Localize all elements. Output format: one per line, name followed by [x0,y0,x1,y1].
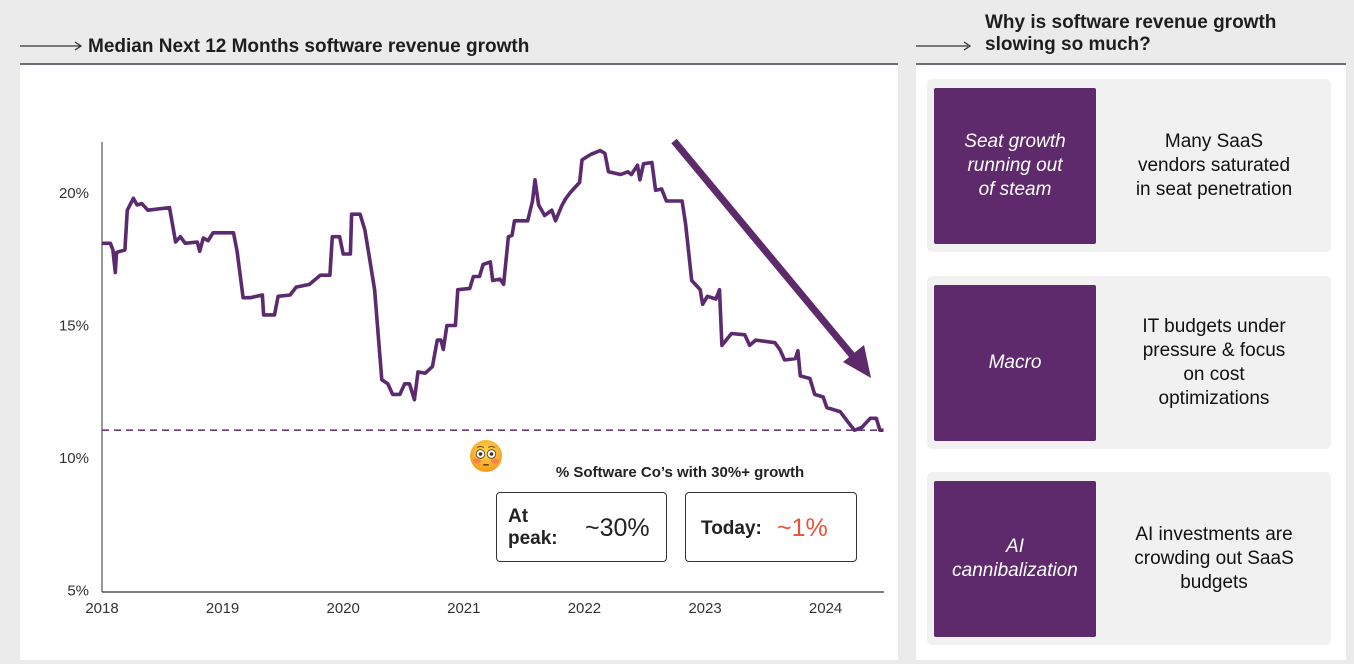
peak-label-line: At [508,506,529,527]
reason-description-line: on cost [1183,363,1245,385]
chart-header: Median Next 12 Months software revenue g… [88,36,530,57]
reason-description: AI investments are crowding out SaaS budge… [1107,472,1321,645]
reason-description-line: AI investments are [1135,523,1293,545]
x-tick-label: 2021 [447,600,480,617]
trend-arrow-icon [671,138,871,378]
reason-tag: AI cannibalization [934,481,1096,637]
today-label: Today: [701,518,762,539]
peak-label-line: peak: [508,528,558,549]
line-chart: 5% 10% 15% 20% 2018 2019 2020 2021 2022 2023 2024 [59,138,884,617]
x-tick-label: 2018 [85,600,118,617]
peak-value: ~30% [585,514,650,542]
y-tick-label: 5% [67,583,89,600]
reason-description-line: budgets [1180,571,1248,593]
reason-description: Many SaaS vendors saturated in seat penetr… [1107,79,1321,252]
reasons-header: Why is software revenue growth slowing s… [985,12,1276,56]
peak-label: At peak: [508,506,558,550]
peak-stat-box: At peak: ~30% [496,492,667,562]
reason-card: Macro IT budgets under pressure & focus on … [927,276,1331,449]
reason-tag-line: AI [1006,536,1024,557]
callout-title: % Software Co’s with 30%+ growth [555,464,805,481]
reason-tag: Macro [934,285,1096,441]
today-value: ~1% [777,514,828,542]
reason-description-line: in seat penetration [1135,178,1293,200]
reason-card: AI cannibalization AI investments are crowd… [927,472,1331,645]
reason-tag-line: running out [967,155,1063,176]
x-tick-label: 2024 [809,600,842,617]
reasons-header-line: Why is software revenue growth [985,12,1277,33]
reason-tag-line: cannibalization [952,560,1078,581]
reason-description-line: IT budgets under [1142,315,1286,337]
reason-description-line: optimizations [1158,387,1270,409]
reason-tag-line: Seat growth [964,131,1066,152]
reason-tag: Seat growth running out of steam [934,88,1096,244]
x-tick-label: 2023 [688,600,721,617]
reason-description-line: crowding out SaaS [1134,547,1294,569]
reason-description-line: pressure & focus [1142,339,1286,361]
y-tick-label: 15% [59,318,89,335]
series-line [102,148,884,433]
reason-tag-line: of steam [978,179,1052,200]
reason-description: IT budgets under pressure & focus on cost o… [1107,276,1321,449]
header-divider [20,63,898,65]
arrow-right-icon [916,41,972,51]
x-tick-label: 2022 [568,600,601,617]
reason-card: Seat growth running out of steam Many SaaS v… [927,79,1331,252]
x-tick-label: 2020 [327,600,360,617]
x-tick-label: 2019 [206,600,239,617]
y-tick-label: 20% [59,185,89,202]
header-divider [916,63,1346,65]
flushed-face-icon [470,440,502,472]
arrow-right-icon [20,41,83,51]
reason-description-line: Many SaaS [1164,130,1264,152]
y-tick-label: 10% [59,450,89,467]
reason-description-line: vendors saturated [1137,154,1291,176]
today-stat-box: Today: ~1% [685,492,857,562]
reason-tag-line: Macro [988,352,1042,373]
reasons-header-line: slowing so much? [985,34,1151,55]
